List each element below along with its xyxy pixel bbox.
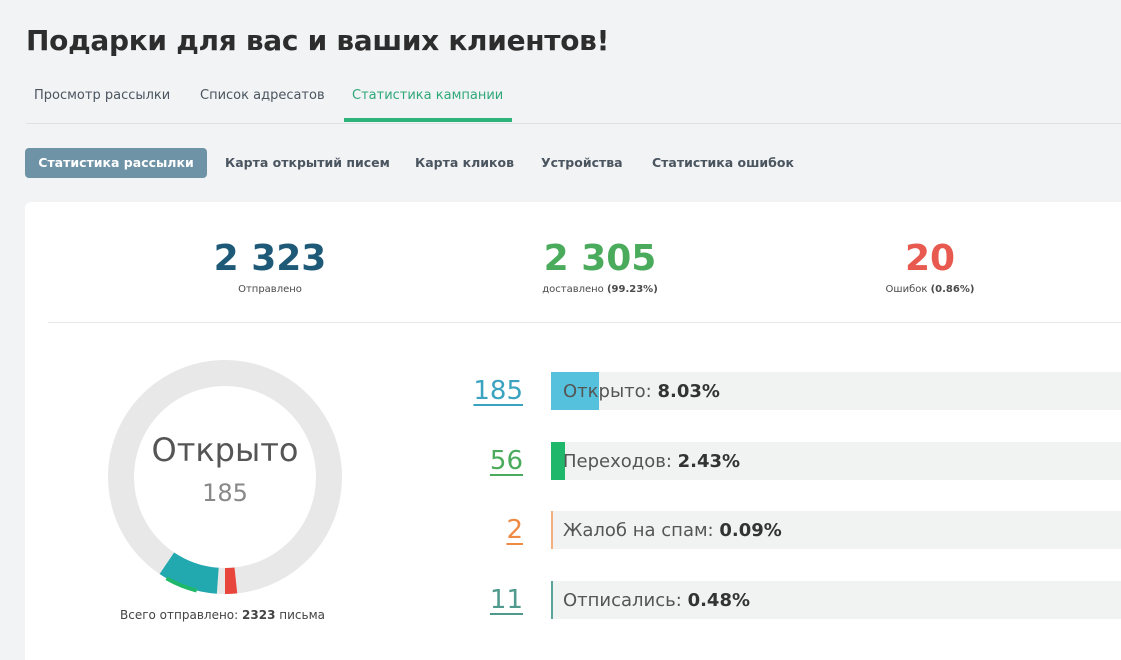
donut-segment-opened [159,552,220,594]
metric-opened: 185 Открыто: 8.03% [435,372,1121,412]
donut-center-label: Открыто [151,431,299,469]
metric-clicks-text: Переходов: 2.43% [563,451,741,472]
opened-donut-chart: Открыто 185 [105,357,345,597]
metric-opened-count[interactable]: 185 [473,376,523,406]
subtab-click-map[interactable]: Карта кликов [415,155,515,170]
kpi-sent-value: 2 323 [213,238,327,279]
metric-unsubscribed-fill [551,581,553,619]
metric-spam: 2 Жалоб на спам: 0.09% [435,511,1121,551]
metric-spam-count[interactable]: 2 [506,515,523,545]
kpi-errors: 20 Ошибок (0.86%) [770,238,1090,296]
donut-segment-clicks [165,576,198,593]
metric-opened-fill [551,372,599,410]
donut-center-count: 185 [202,479,248,507]
kpi-sent: 2 323 Отправлено [110,238,430,296]
metric-unsubscribed-bar: Отписались: 0.48% [551,581,1121,619]
kpi-delivered-label: доставлено (99.23%) [542,284,658,295]
metric-spam-bar: Жалоб на спам: 0.09% [551,511,1121,549]
metric-unsubscribed: 11 Отписались: 0.48% [435,581,1121,621]
metric-unsubscribed-text: Отписались: 0.48% [563,590,751,611]
kpi-delivered-value: 2 305 [543,238,657,279]
kpi-sent-label: Отправлено [238,284,302,295]
divider [48,322,1121,323]
subtab-open-map[interactable]: Карта открытий писем [225,155,390,170]
metric-opened-text: Открыто: 8.03% [563,381,720,402]
tab-recipient-list[interactable]: Список адресатов [200,88,325,103]
subtab-devices[interactable]: Устройства [541,155,623,170]
kpi-delivered: 2 305 доставлено (99.23%) [440,238,760,296]
metric-spam-text: Жалоб на спам: 0.09% [563,520,782,541]
metric-clicks-count[interactable]: 56 [489,446,523,476]
active-tab-indicator [344,118,512,122]
metric-clicks: 56 Переходов: 2.43% [435,442,1121,482]
metric-unsubscribed-count[interactable]: 11 [489,585,523,615]
metric-clicks-bar: Переходов: 2.43% [551,442,1121,480]
tab-campaign-stats[interactable]: Статистика кампании [352,88,504,103]
kpi-errors-label: Ошибок (0.86%) [885,284,975,295]
donut-track [108,360,342,594]
donut-svg [108,360,342,594]
donut-segment-errors [224,567,238,594]
page-title: Подарки для вас и ваших клиентов! [26,24,610,57]
total-sent-caption: Всего отправлено: 2323 письма [120,608,325,622]
metric-clicks-fill [551,442,565,480]
metric-spam-fill [551,511,553,549]
tab-mailing-preview[interactable]: Просмотр рассылки [34,88,171,103]
kpi-errors-value: 20 [904,238,956,279]
subtab-error-stats[interactable]: Статистика ошибок [652,155,794,170]
metric-opened-bar: Открыто: 8.03% [551,372,1121,410]
stats-card: 2 323 Отправлено 2 305 доставлено (99.23… [25,202,1121,660]
subtab-mailing-stats[interactable]: Статистика рассылки [25,148,207,178]
campaign-tabs: Просмотр рассылки Список адресатов Стати… [26,80,1121,124]
